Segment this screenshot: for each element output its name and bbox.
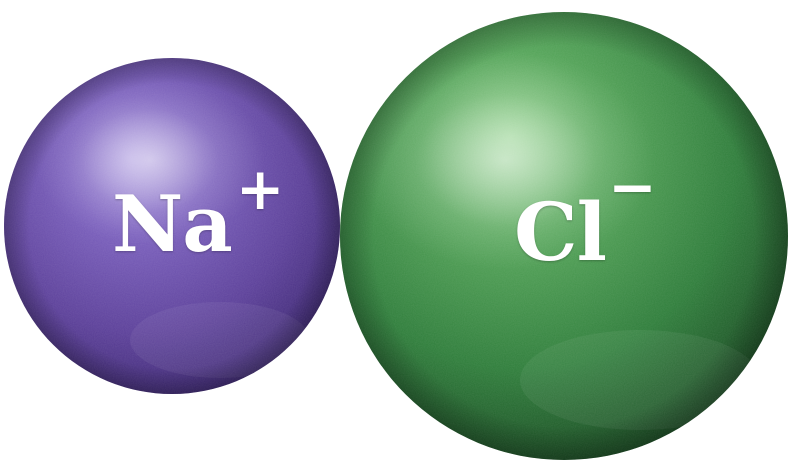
sodium-sphere [4, 58, 340, 394]
chloride-label: Cl− [514, 158, 657, 272]
chloride-charge: − [608, 153, 657, 221]
chloride-symbol: Cl [514, 185, 607, 279]
sodium-symbol: Na [112, 179, 233, 270]
sodium-charge: + [235, 155, 285, 223]
chloride-sphere [340, 12, 788, 460]
sodium-label: Na+ [112, 160, 284, 264]
